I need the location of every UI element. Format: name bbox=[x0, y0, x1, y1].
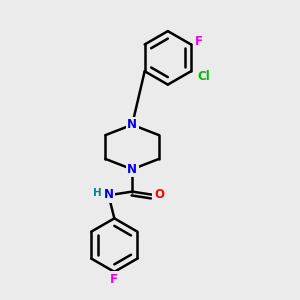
Text: N: N bbox=[103, 188, 113, 201]
Text: Cl: Cl bbox=[197, 70, 210, 83]
Text: O: O bbox=[154, 188, 164, 201]
Text: F: F bbox=[110, 273, 118, 286]
Text: N: N bbox=[127, 118, 137, 131]
Text: H: H bbox=[93, 188, 101, 198]
Text: F: F bbox=[195, 35, 203, 48]
Text: N: N bbox=[127, 163, 137, 176]
